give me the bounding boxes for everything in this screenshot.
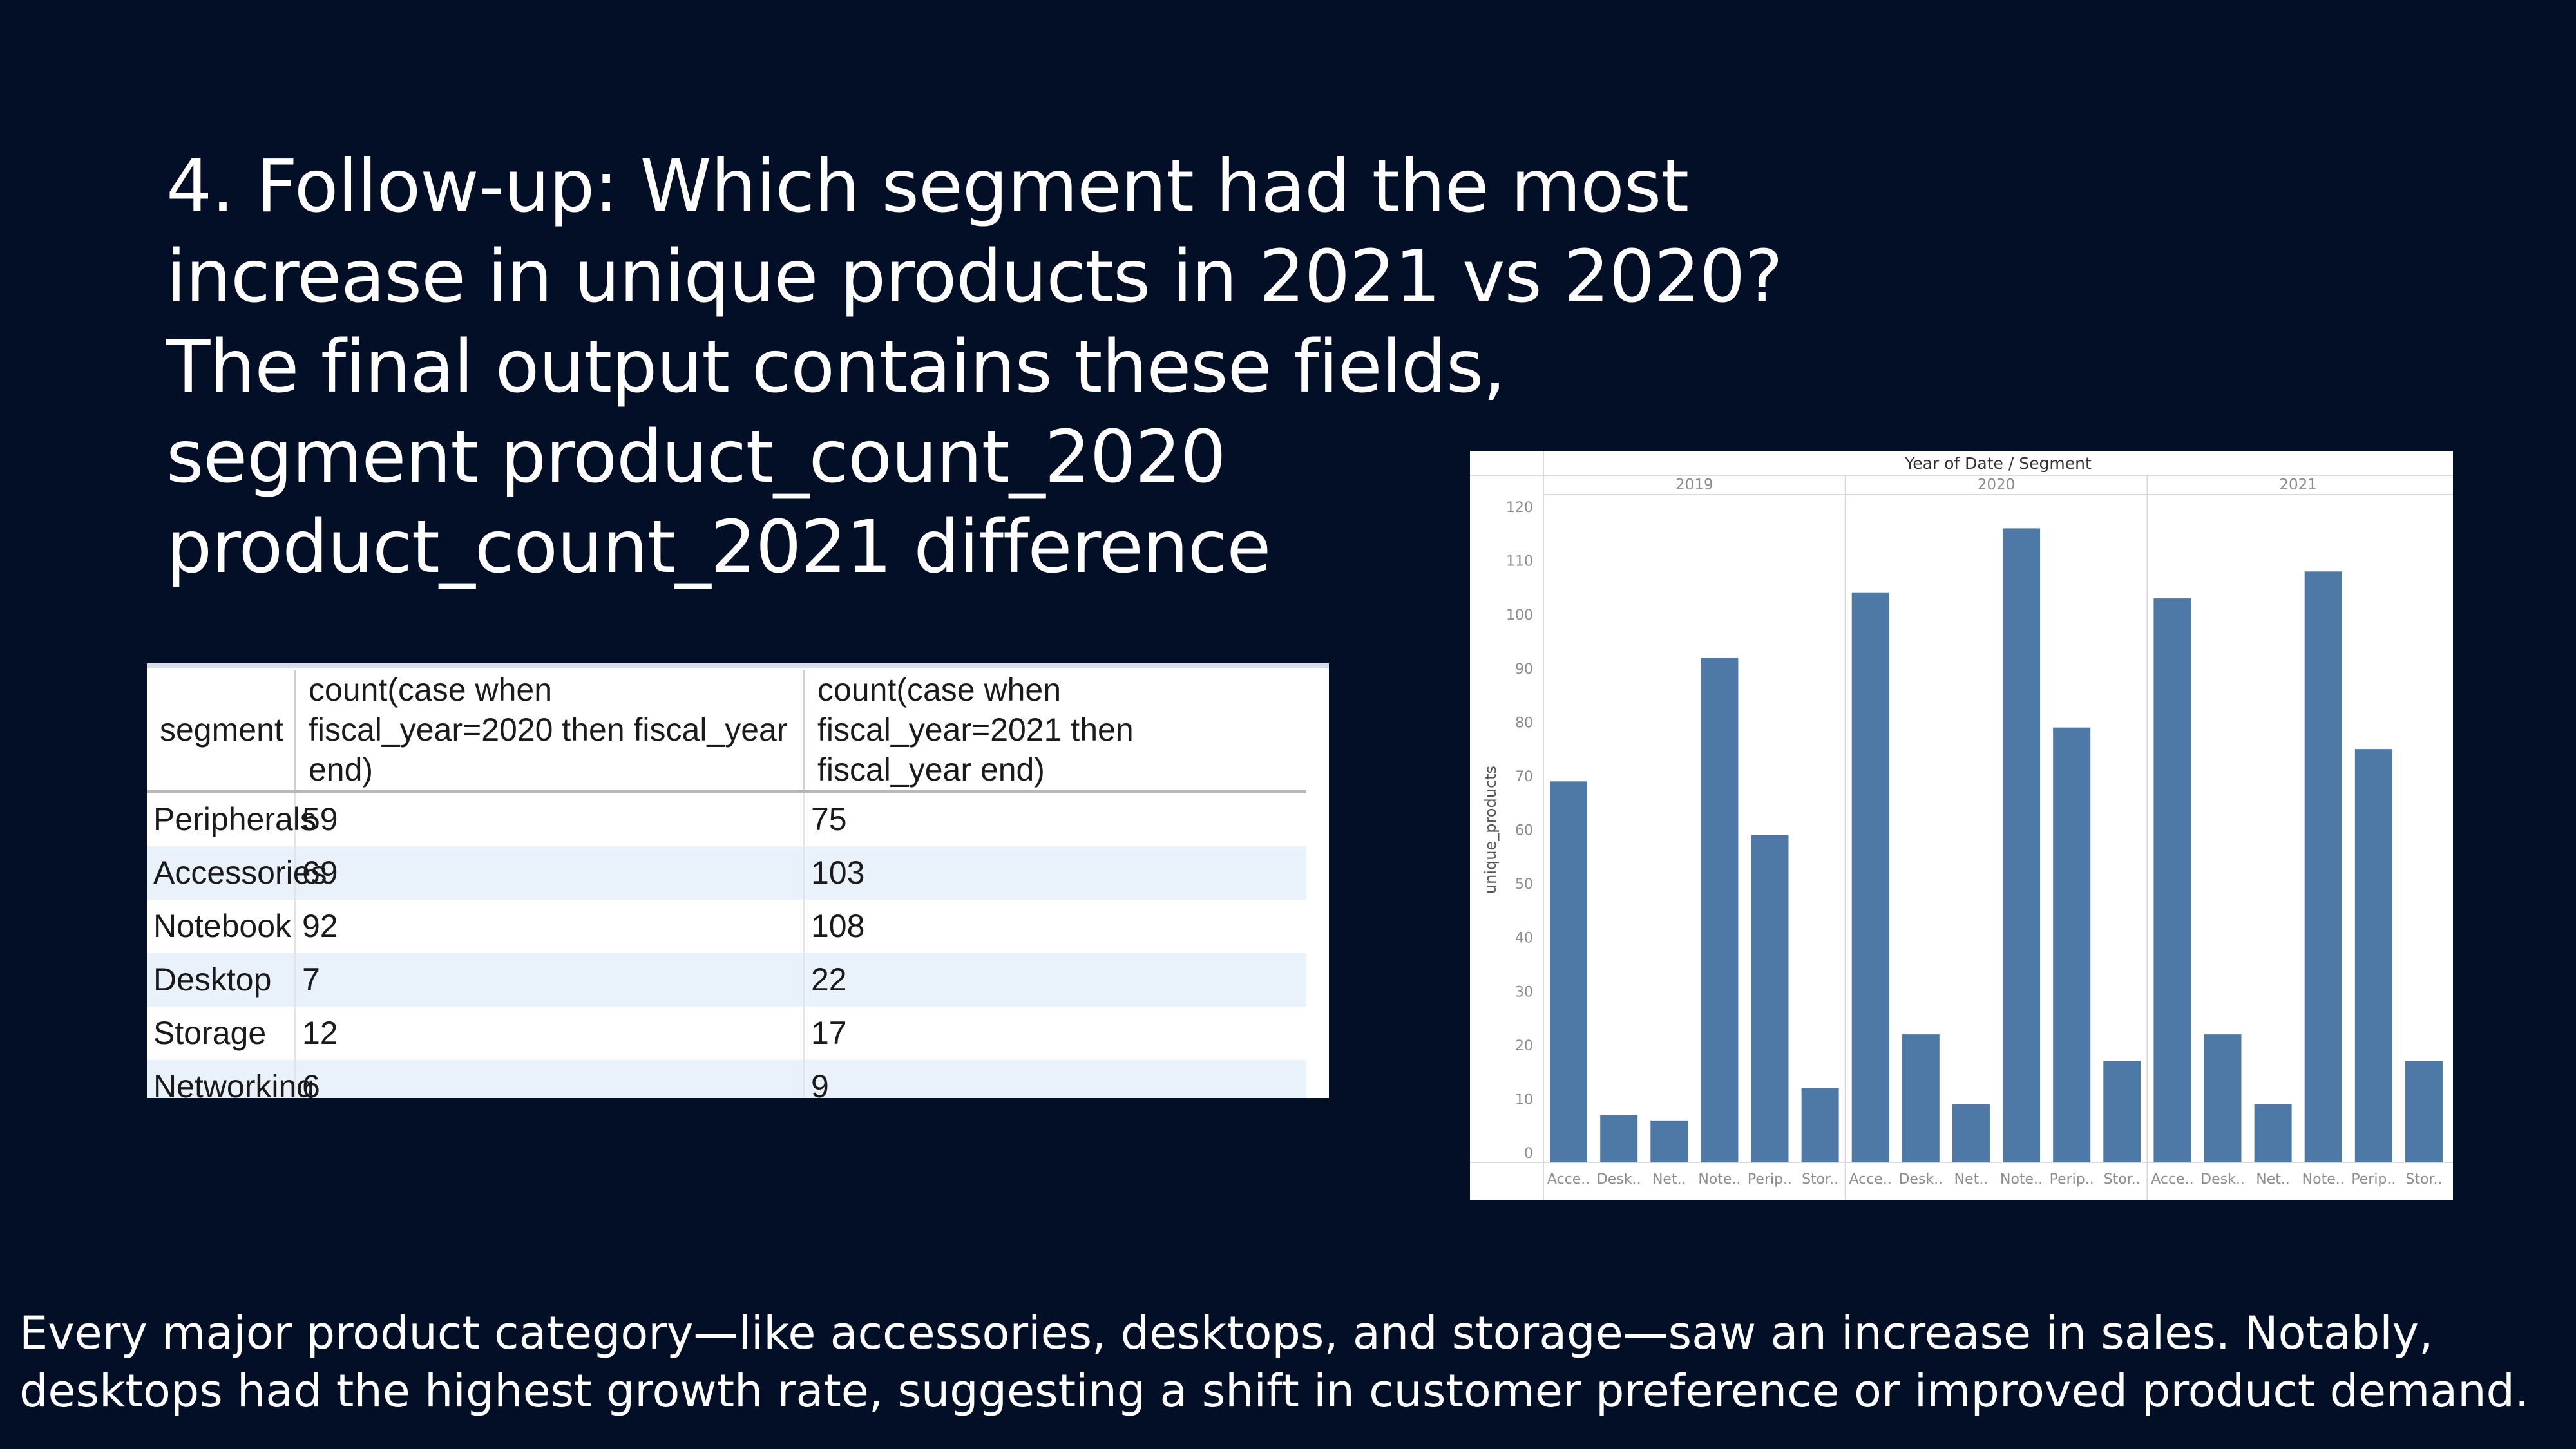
cell-count-2020: 12	[295, 1007, 805, 1060]
x-tick-label: Acce..	[1849, 1171, 1892, 1188]
year-label: 2020	[1978, 477, 2016, 493]
cell-segment: Peripherals	[147, 791, 316, 846]
x-tick-label: Perip..	[1748, 1171, 1792, 1188]
cell-segment: Accessories	[147, 846, 327, 900]
bar-2020-5	[2053, 727, 2091, 1162]
x-tick-label: Net..	[2256, 1171, 2290, 1188]
cell-count-2021: 17	[811, 1015, 847, 1051]
x-tick-label: Note..	[2000, 1171, 2043, 1188]
x-tick-label: Stor..	[2104, 1171, 2141, 1188]
y-tick-label: 80	[1515, 715, 1533, 731]
x-tick-label: Perip..	[2351, 1171, 2396, 1188]
table-row[interactable]: Accessories 69 103	[147, 846, 1306, 900]
y-tick-label: 40	[1515, 931, 1533, 947]
y-tick-label: 20	[1515, 1038, 1533, 1054]
cell-count-2021: 103	[804, 846, 1306, 900]
table-row[interactable]: Peripherals 59 75	[147, 791, 1306, 846]
x-tick-label: Stor..	[2405, 1171, 2442, 1188]
cell-segment: Notebook	[147, 900, 296, 953]
cell-segment: Desktop	[147, 953, 296, 1007]
table-row[interactable]: Networking 6 9	[147, 1060, 1306, 1098]
bar-2021-1	[2153, 598, 2191, 1162]
bar-2021-4	[2304, 571, 2342, 1162]
x-tick-label: Note..	[1698, 1171, 1741, 1188]
column-header-count-2021[interactable]: count(case when fiscal_year=2021 then fi…	[804, 670, 1306, 793]
table-header-row: segment count(case when fiscal_year=2020…	[147, 670, 1306, 793]
y-tick-label: 0	[1524, 1146, 1533, 1162]
bar-2019-1	[1550, 781, 1588, 1162]
results-table: segment count(case when fiscal_year=2020…	[147, 663, 1329, 1098]
y-tick-label: 100	[1506, 607, 1533, 623]
table-row[interactable]: Notebook 92 108	[147, 900, 1306, 953]
cell-segment: Networking	[147, 1060, 314, 1098]
bar-2021-6	[2405, 1061, 2443, 1162]
bar-2021-2	[2204, 1034, 2242, 1162]
bar-2020-2	[1902, 1034, 1940, 1162]
bar-2020-6	[2103, 1061, 2141, 1162]
cell-count-2021: 75	[811, 801, 847, 837]
bar-2021-3	[2254, 1104, 2292, 1162]
x-tick-label: Desk..	[2200, 1171, 2245, 1188]
x-tick-label: Acce..	[1547, 1171, 1590, 1188]
year-label: 2019	[1675, 477, 1713, 493]
y-tick-label: 60	[1515, 823, 1533, 839]
bar-2020-3	[1952, 1104, 1990, 1162]
y-tick-label: 120	[1506, 500, 1533, 516]
cell-count-2021: 108	[811, 908, 865, 944]
cell-count-2020: 6	[295, 1060, 805, 1098]
bar-2019-4	[1701, 658, 1739, 1162]
x-tick-label: Perip..	[2050, 1171, 2094, 1188]
x-tick-label: Note..	[2302, 1171, 2345, 1188]
y-tick-label: 90	[1515, 661, 1533, 677]
x-tick-label: Stor..	[1802, 1171, 1838, 1188]
bar-chart-svg: Year of Date / Segment unique_products 0 10…	[1470, 451, 2453, 1200]
table-toolbar	[147, 663, 1329, 668]
chart-title: Year of Date / Segment	[1904, 454, 2092, 473]
x-tick-label: Desk..	[1898, 1171, 1943, 1188]
cell-count-2021: 9	[804, 1060, 1306, 1098]
y-axis-label: unique_products	[1482, 766, 1500, 894]
y-tick-label: 110	[1506, 554, 1533, 570]
bar-2019-5	[1751, 835, 1789, 1162]
cell-count-2021: 22	[804, 953, 1306, 1007]
bar-chart: Year of Date / Segment unique_products 0 10…	[1470, 451, 2453, 1200]
bar-2019-2	[1600, 1115, 1638, 1162]
y-tick-label: 30	[1515, 984, 1533, 1000]
y-tick-label: 70	[1515, 769, 1533, 785]
x-tick-label: Net..	[1652, 1171, 1686, 1188]
y-tick-label: 10	[1515, 1092, 1533, 1108]
table-row[interactable]: Storage 12 17	[147, 1007, 1306, 1060]
bar-2019-6	[1801, 1088, 1839, 1162]
column-header-segment[interactable]: segment	[147, 670, 296, 793]
x-tick-label: Acce..	[2151, 1171, 2193, 1188]
year-label: 2021	[2279, 477, 2317, 493]
table-row[interactable]: Desktop 7 22	[147, 953, 1306, 1007]
slide-footnote: Every major product category—like access…	[19, 1307, 2530, 1417]
cell-count-2020: 92	[295, 900, 805, 953]
slide-title: 4. Follow-up: Which segment had the most…	[166, 145, 1783, 589]
bar-2020-1	[1851, 592, 1889, 1162]
y-tick-label: 50	[1515, 876, 1533, 893]
bar-2019-3	[1650, 1120, 1688, 1162]
column-header-count-2020[interactable]: count(case when fiscal_year=2020 then fi…	[295, 670, 805, 793]
x-tick-label: Desk..	[1597, 1171, 1641, 1188]
cell-count-2020: 7	[295, 953, 805, 1007]
bar-2021-5	[2354, 749, 2392, 1162]
x-tick-label: Net..	[1954, 1171, 1989, 1188]
bar-2020-4	[2003, 528, 2041, 1162]
cell-segment: Storage	[147, 1007, 296, 1060]
cell-count-2020: 59	[295, 791, 805, 846]
cell-count-2020: 69	[295, 846, 805, 900]
